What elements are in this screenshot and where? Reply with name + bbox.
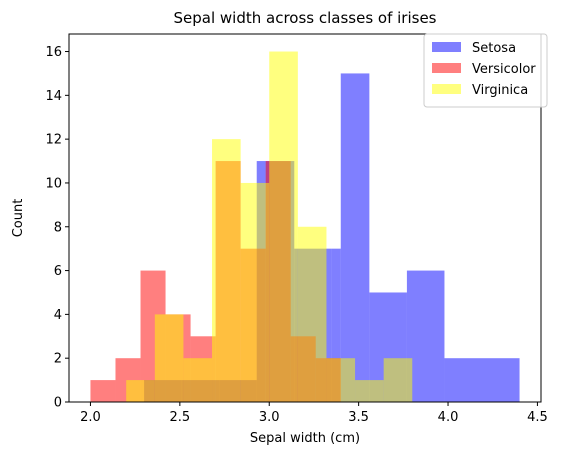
bar-virginica-7 (326, 358, 356, 402)
bar-virginica-3 (212, 139, 241, 402)
y-tick-label: 6 (54, 264, 62, 279)
bar-setosa-9 (406, 270, 445, 402)
legend: Setosa Versicolor Virginica (423, 33, 548, 108)
bar-virginica-9 (383, 358, 413, 402)
bar-versicolor-0 (90, 380, 116, 402)
legend-label-versicolor: Versicolor (472, 62, 536, 77)
y-tick-label: 10 (45, 176, 62, 191)
x-tick-label: 2.0 (80, 410, 101, 425)
legend-items: Setosa Versicolor Virginica (432, 41, 536, 98)
plot-frame (68, 33, 542, 403)
legend-label-setosa: Setosa (472, 41, 516, 56)
bar-setosa-6 (331, 248, 341, 402)
legend-swatch-virginica (432, 84, 461, 94)
bar-virginica-6 (297, 226, 327, 402)
legend-swatch-versicolor (432, 63, 461, 73)
bar-virginica-5 (269, 51, 298, 403)
x-tick-label: 2.5 (170, 410, 191, 425)
bar-virginica-4 (240, 182, 270, 402)
bar-virginica-1 (154, 314, 184, 402)
y-tick-label: 0 (54, 396, 62, 411)
x-axis-ticks: 2.0 2.5 3.0 3.5 4.0 4.5 (80, 402, 548, 425)
y-tick-label: 4 (54, 308, 62, 323)
chart-title: Sepal width across classes of irises (174, 9, 437, 27)
x-tick-label: 3.0 (259, 410, 280, 425)
y-tick-label: 2 (54, 352, 62, 367)
legend-label-virginica: Virginica (472, 83, 528, 98)
x-tick-label: 3.5 (348, 410, 369, 425)
y-tick-label: 12 (45, 133, 62, 148)
y-tick-label: 14 (45, 89, 62, 104)
y-tick-label: 8 (54, 220, 62, 235)
x-tick-label: 4.5 (527, 410, 548, 425)
bar-setosa-10 (444, 358, 482, 402)
legend-swatch-setosa (432, 42, 461, 52)
y-axis-ticks: 0 2 4 6 8 10 12 14 16 (45, 45, 69, 411)
bar-virginica-2 (183, 358, 213, 402)
bars-layer (90, 51, 520, 403)
x-axis-label: Sepal width (cm) (250, 431, 360, 446)
y-axis-label: Count (11, 199, 26, 238)
x-tick-label: 4.0 (438, 410, 459, 425)
y-tick-label: 16 (45, 45, 62, 60)
bar-virginica-0 (126, 380, 155, 402)
bar-virginica-8 (355, 380, 384, 402)
bar-setosa-11 (482, 358, 520, 402)
bar-setosa-7 (340, 73, 370, 402)
